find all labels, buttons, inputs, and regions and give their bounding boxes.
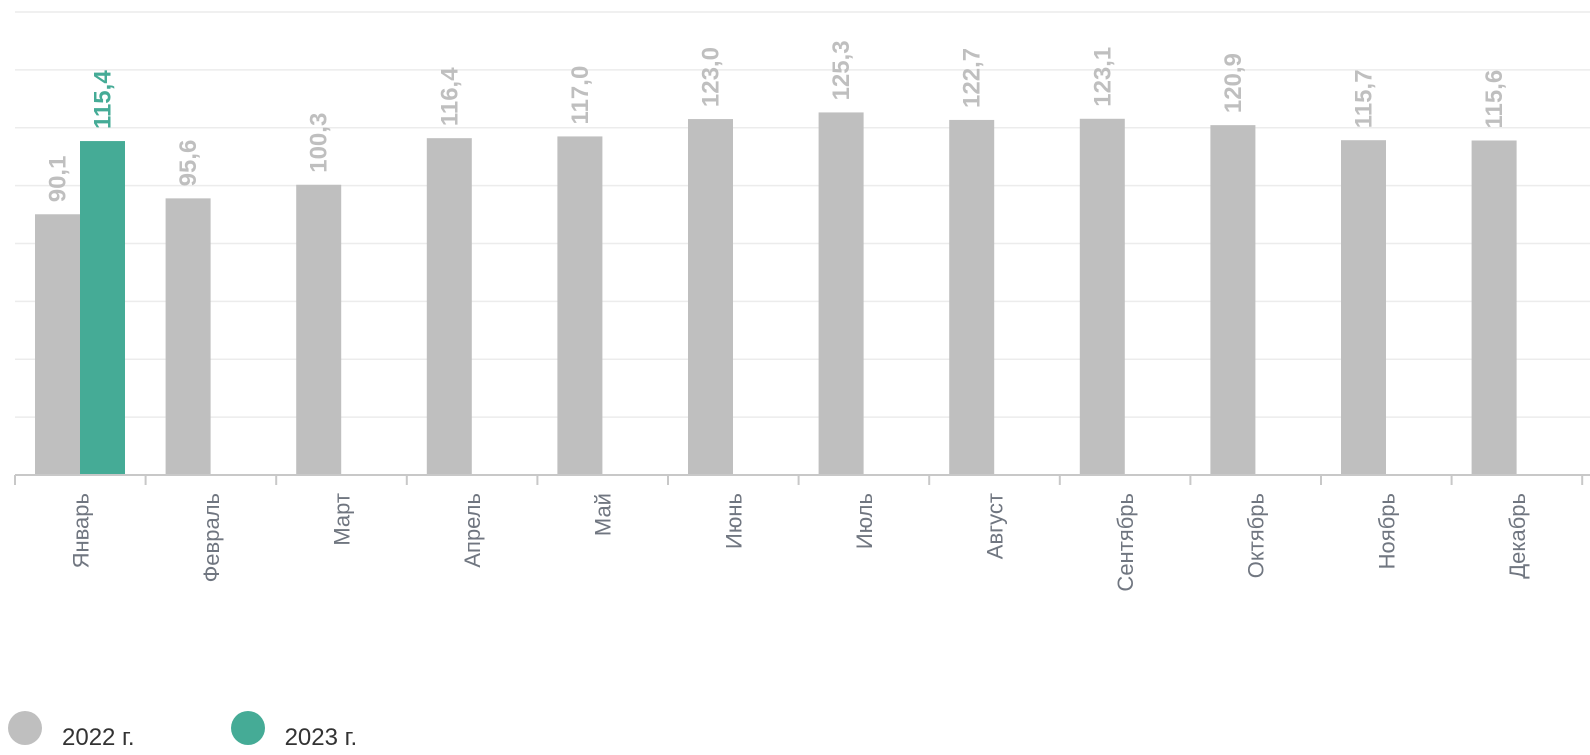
bar-2022г-9[interactable] (1210, 125, 1256, 475)
x-tick-label: Сентябрь (1113, 493, 1138, 592)
x-tick-label: Май (591, 493, 616, 536)
legend-swatch-2023 (230, 711, 265, 745)
x-tick-label: Март (330, 493, 355, 546)
bar-2022г-10[interactable] (1341, 140, 1386, 476)
bar-2023г-0[interactable] (80, 141, 125, 475)
x-tick-label: Январь (68, 493, 93, 568)
data-label: 125,3 (828, 40, 855, 100)
bar-2022г-0[interactable] (35, 214, 80, 475)
x-tick-label: Июнь (721, 493, 746, 549)
data-label: 123,0 (698, 47, 725, 107)
data-label: 95,6 (175, 140, 202, 187)
data-label: 122,7 (959, 48, 986, 108)
legend-label-2023: 2023 г. (284, 724, 358, 751)
legend: 2022 г. 2023 г. (8, 708, 453, 751)
x-tick-label: Июль (852, 493, 877, 549)
bar-2022г-3[interactable] (426, 138, 472, 476)
bar-2022г-7[interactable] (949, 119, 995, 475)
bar-2022г-2[interactable] (296, 184, 342, 475)
x-tick-label: Ноябрь (1374, 493, 1399, 569)
bar-2022г-5[interactable] (688, 119, 733, 475)
x-tick-label: Декабрь (1505, 493, 1530, 579)
data-label: 117,0 (567, 66, 594, 125)
bar-chart: 90,1 95,6 100,3 116,4 117,0 123,0 125,3 122,7 12… (14, 11, 1590, 592)
value-labels: 90,1 95,6 100,3 116,4 117,0 123,0 125,3 122,7 12… (45, 40, 1509, 202)
data-label: 120,9 (1220, 53, 1247, 113)
legend-item-2022[interactable]: 2022 г. (8, 711, 135, 751)
bar-2022г-1[interactable] (165, 198, 211, 476)
bar-2022г-8[interactable] (1079, 118, 1125, 476)
bar-2022г-4[interactable] (557, 136, 603, 475)
x-tick-label: Февраль (199, 493, 224, 582)
grid-lines (15, 11, 1590, 418)
x-tick-label: Апрель (460, 493, 485, 568)
data-label: 115,6 (1481, 70, 1508, 129)
data-label: 115,4 (90, 70, 117, 129)
x-tick-label: Октябрь (1244, 493, 1269, 578)
bars (35, 112, 1517, 476)
data-label: 116,4 (436, 67, 463, 126)
data-label: 123,1 (1089, 47, 1116, 107)
data-label: 90,1 (45, 156, 72, 203)
legend-label-2022: 2022 г. (62, 724, 135, 751)
x-axis (14, 474, 1590, 485)
category-labels: Январь Февраль Март Апрель Май Июнь Июль Август… (68, 493, 1530, 592)
bar-2022г-6[interactable] (818, 112, 864, 476)
x-tick-label: Август (983, 493, 1008, 559)
legend-swatch-2022 (8, 711, 42, 745)
bar-2022г-11[interactable] (1471, 140, 1517, 476)
data-label: 115,7 (1351, 69, 1378, 128)
legend-item-2023[interactable]: 2023 г. (230, 711, 357, 751)
data-label: 100,3 (306, 113, 333, 173)
